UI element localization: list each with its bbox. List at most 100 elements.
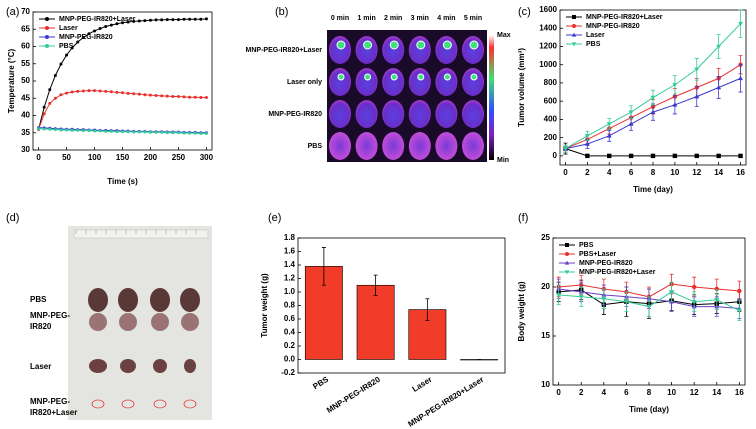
y-tick-label: 20 [541, 282, 550, 291]
x-tick-label: 14 [712, 388, 721, 397]
marker [623, 299, 629, 305]
marker [132, 19, 136, 23]
marker [691, 284, 697, 290]
marker [694, 67, 700, 72]
marker [109, 23, 113, 27]
legend-marker [571, 32, 577, 37]
colorbar-min: Min [497, 157, 509, 164]
x-tick-label: 0 [36, 153, 41, 162]
marker [171, 131, 175, 135]
x-tick-label: 300 [200, 153, 214, 162]
legend-label: Laser [59, 25, 78, 32]
y-tick-label: 15 [541, 331, 550, 340]
y-tick-label: 800 [544, 78, 558, 87]
hot-spot [469, 40, 479, 50]
y-tick-label: 0.2 [284, 341, 296, 350]
tumor [151, 313, 169, 331]
time-label: 1 min [357, 15, 375, 22]
marker [165, 94, 169, 98]
marker [154, 130, 158, 134]
y-tick-label: 70 [21, 7, 30, 16]
marker [70, 90, 74, 94]
marker [736, 308, 742, 314]
tumor [118, 288, 138, 312]
mouse [382, 100, 405, 128]
time-label: 0 min [331, 15, 349, 22]
row-label: MNP-PEG-IR820 [268, 111, 322, 118]
marker [650, 153, 656, 159]
legend-marker [571, 42, 577, 47]
mouse [382, 68, 405, 96]
marker [81, 129, 85, 133]
y-tick-label: 0.0 [284, 355, 296, 364]
marker [109, 129, 113, 133]
marker [182, 95, 186, 99]
marker [188, 131, 192, 135]
marker [70, 46, 74, 50]
marker [738, 21, 743, 27]
x-tick-label: 50 [62, 153, 71, 162]
marker [37, 127, 41, 131]
marker [193, 131, 197, 135]
time-label: 4 min [437, 15, 455, 22]
marker [121, 91, 124, 95]
marker [628, 121, 634, 126]
legend-label: PBS+Laser [579, 251, 616, 258]
legend-marker [45, 17, 49, 21]
legend-label: PBS [586, 41, 601, 48]
error-bar [425, 298, 430, 321]
marker [607, 153, 612, 159]
fluorescence-image [327, 30, 487, 162]
x-tick-label: 16 [735, 388, 744, 397]
y-tick-label: 600 [544, 96, 558, 105]
marker [148, 130, 152, 134]
x-tick-label: 12 [692, 168, 701, 177]
hot-spot [442, 40, 452, 50]
x-tick-label: 4 [602, 388, 607, 397]
marker [59, 62, 63, 66]
mouse [462, 100, 484, 128]
marker [650, 95, 656, 101]
marker [606, 122, 612, 127]
x-tick-label: 14 [714, 168, 723, 177]
marker [48, 127, 52, 131]
row-label: PBS [308, 143, 323, 150]
marker [737, 288, 742, 294]
marker [87, 89, 91, 93]
tumor [150, 288, 170, 312]
mouse [355, 100, 378, 128]
marker [104, 129, 108, 133]
x-tick-label: 8 [647, 388, 652, 397]
tumor [89, 313, 107, 331]
mouse [462, 36, 484, 64]
y-tick-label: 65 [21, 24, 30, 33]
y-tick-label: 1.2 [284, 274, 296, 283]
marker [691, 299, 697, 305]
error-bar [373, 274, 378, 296]
marker [76, 89, 80, 93]
error-bar [321, 247, 326, 286]
marker [738, 75, 743, 81]
marker [115, 22, 119, 26]
marker [137, 19, 141, 23]
x-tick-label: 0 [556, 388, 561, 397]
marker [182, 17, 186, 21]
ruler [73, 229, 209, 239]
tumor-site [153, 399, 167, 409]
mouse [408, 100, 431, 128]
mouse [329, 36, 351, 64]
marker [42, 105, 46, 109]
marker [76, 40, 80, 44]
tumor [181, 313, 199, 331]
row-label: Laser [30, 362, 52, 371]
marker [738, 153, 743, 159]
x-tick-label: 2 [579, 388, 584, 397]
marker [121, 21, 124, 25]
panel-label: (d) [6, 212, 19, 224]
mouse [435, 36, 458, 64]
marker [578, 295, 584, 300]
marker [87, 32, 91, 36]
legend-label: MNP-PEG-IR820 [586, 23, 640, 30]
marker [716, 153, 721, 159]
